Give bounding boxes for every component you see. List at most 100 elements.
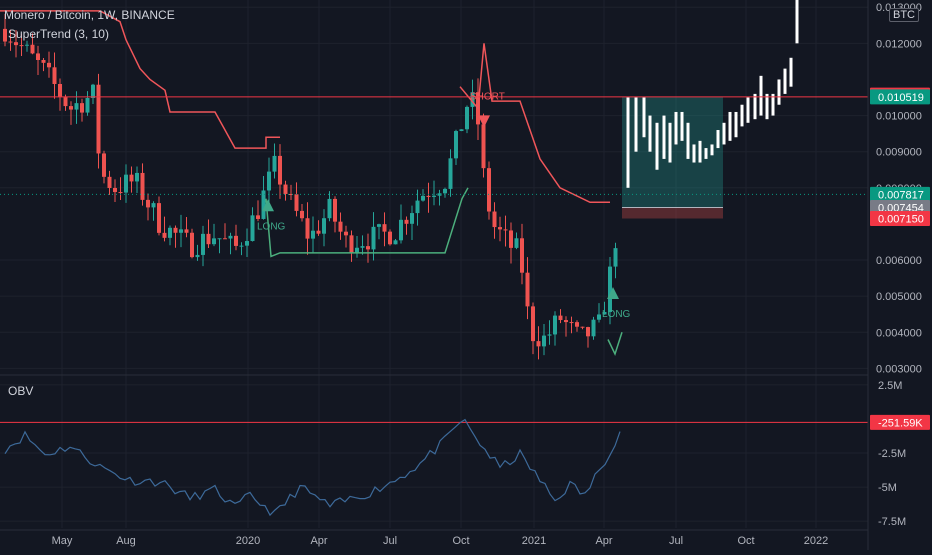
candle-body — [465, 106, 469, 130]
candle-body — [151, 203, 156, 208]
projection-bar — [783, 68, 787, 94]
candle-body — [250, 215, 255, 242]
candle-body — [234, 235, 238, 246]
candle-body — [14, 42, 18, 46]
candle-body — [602, 311, 607, 315]
candle-body — [448, 158, 453, 189]
indicator-label[interactable]: SuperTrend (3, 10) — [8, 27, 109, 41]
candle-body — [289, 193, 293, 195]
long-label: LONG — [602, 309, 631, 320]
candle-body — [481, 124, 486, 169]
candle-body — [168, 227, 172, 238]
x-tick-label-7: Apr — [595, 535, 612, 547]
candle-body — [349, 235, 354, 254]
candle-body — [316, 230, 321, 234]
projection-bar — [777, 79, 781, 105]
candle-body — [503, 229, 508, 231]
candle-body — [432, 195, 436, 197]
candle-body — [382, 224, 387, 232]
x-tick-label-8: Jul — [669, 535, 683, 547]
candle-body — [454, 131, 458, 159]
candle-body — [173, 227, 178, 233]
candle-body — [377, 224, 381, 227]
candle-body — [509, 230, 513, 248]
candle-body — [25, 44, 29, 46]
candle-body — [514, 238, 519, 248]
y-tick-label-3: 0.009000 — [876, 147, 922, 159]
candle-body — [344, 231, 348, 236]
obv-tag-0: -251.59K — [878, 417, 923, 429]
candle-body — [217, 238, 222, 240]
candle-body — [261, 190, 266, 219]
candle-body — [327, 198, 332, 219]
obv-tick-label-3: -7.5M — [878, 516, 906, 528]
candle-body — [146, 199, 150, 208]
candle-body — [355, 247, 359, 254]
y-tick-label-7: 0.004000 — [876, 327, 922, 339]
candle-body — [459, 129, 464, 132]
candle-body — [443, 188, 447, 194]
candle-body — [531, 306, 535, 342]
candle-body — [580, 326, 585, 328]
obv-tick-label-1: -2.5M — [878, 448, 906, 460]
candle-body — [591, 319, 596, 337]
projection-bar — [771, 93, 775, 116]
candle-body — [437, 193, 442, 196]
y-tick-label-1: 0.012000 — [876, 38, 922, 50]
candle-body — [184, 229, 189, 233]
candle-body — [542, 335, 546, 347]
candle-body — [19, 45, 24, 47]
price-tag-4-bg — [870, 211, 930, 227]
candle-body — [162, 232, 167, 238]
position-stop-zone — [622, 207, 723, 219]
candle-body — [52, 67, 57, 84]
obv-tick-label-2: -5M — [878, 482, 897, 494]
candle-body — [410, 213, 414, 224]
candle-body — [157, 203, 161, 233]
short-label: SHORT — [470, 91, 505, 102]
candle-body — [536, 341, 541, 347]
price-axis-panel — [868, 0, 932, 550]
projection-bar — [692, 144, 696, 163]
candle-body — [322, 218, 326, 234]
candle-body — [311, 230, 315, 239]
projection-bar — [668, 122, 672, 163]
currency-badge[interactable]: BTC — [889, 8, 919, 22]
candle-body — [85, 98, 90, 113]
chart-title: Monero / Bitcoin, 1W, BINANCE — [4, 8, 175, 22]
candle-body — [520, 238, 524, 273]
candle-body — [333, 198, 337, 222]
candle-body — [525, 272, 530, 307]
obv-label[interactable]: OBV — [8, 384, 34, 398]
supertrend-down-2 — [459, 43, 610, 204]
long-arrow-icon — [262, 199, 274, 212]
candle-body — [201, 233, 205, 255]
price-tag-4: 0.007150 — [878, 214, 924, 226]
candle-body — [179, 229, 183, 233]
projection-bar — [734, 111, 738, 138]
y-tick-label-5: 0.006000 — [876, 255, 922, 267]
x-tick-label-6: 2021 — [522, 535, 546, 547]
candle-body — [492, 211, 497, 228]
price-tag-2: 0.007817 — [878, 189, 924, 201]
projection-bar — [765, 93, 769, 120]
candle-body — [113, 187, 117, 193]
candle-body — [272, 155, 277, 172]
projection-bar — [680, 111, 684, 141]
candle-body — [421, 195, 425, 201]
candle-body — [366, 246, 370, 250]
x-tick-label-9: Oct — [737, 535, 754, 547]
candle-body — [135, 172, 139, 182]
candle-body — [36, 53, 40, 60]
candle-body — [597, 314, 601, 320]
candle-body — [586, 327, 590, 337]
candle-body — [300, 210, 304, 219]
x-tick-label-0: May — [52, 535, 73, 547]
candle-body — [371, 226, 376, 250]
projection-bar — [746, 97, 750, 123]
candle-body — [8, 41, 13, 43]
obv-tick-label-0: 2.5M — [878, 380, 902, 392]
supertrend-up-1 — [265, 187, 469, 258]
